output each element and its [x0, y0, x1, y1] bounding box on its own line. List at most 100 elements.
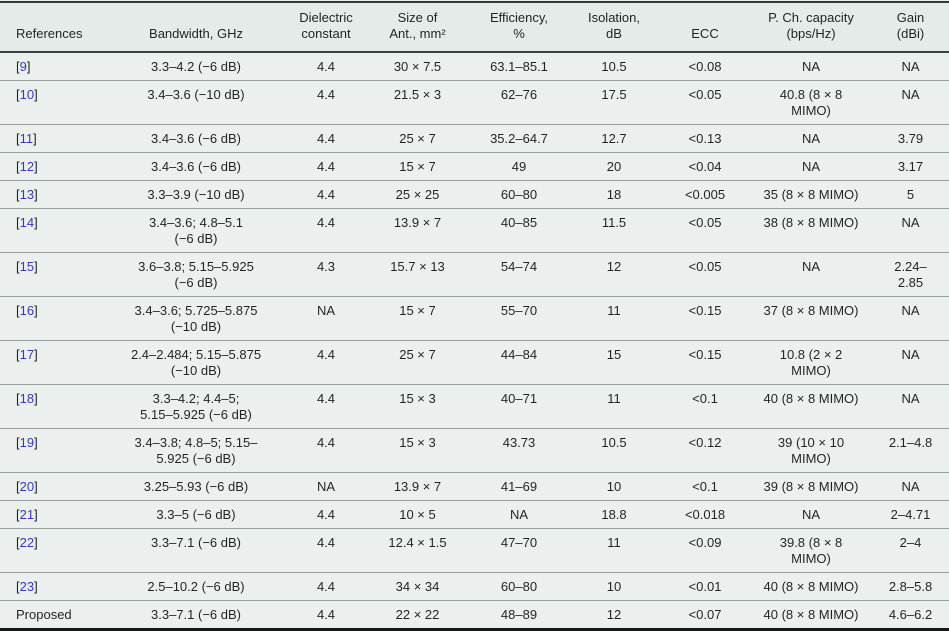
cell-size: 15 × 3 [365, 428, 470, 473]
cell-efficiency: 62–76 [470, 80, 568, 125]
citation-bracket-open: [ [16, 59, 20, 74]
cell-capacity: 35 (8 × 8 MIMO) [750, 180, 872, 209]
cell-bandwidth: 3.6–3.8; 5.15–5.925 (−6 dB) [105, 252, 287, 297]
citation-bracket-close: ] [34, 347, 38, 362]
cell-capacity: 37 (8 × 8 MIMO) [750, 296, 872, 341]
citation-link[interactable]: 13 [19, 187, 35, 202]
citation-bracket-close: ] [34, 535, 38, 550]
cell-isolation: 10 [568, 572, 660, 601]
cell-efficiency: 40–85 [470, 208, 568, 253]
cell-gain: 3.17 [872, 152, 949, 181]
cell-ecc: <0.005 [660, 180, 750, 209]
cell-efficiency: 35.2–64.7 [470, 124, 568, 153]
cell-efficiency: 55–70 [470, 296, 568, 341]
citation-bracket-open: [ [16, 87, 20, 102]
cell-isolation: 10.5 [568, 52, 660, 81]
cell-isolation: 18 [568, 180, 660, 209]
table-row: [21] 3.3–5 (−6 dB) 4.4 10 × 5 NA 18.8 <0.018 NA… [0, 500, 949, 529]
column-header-channel-capacity: P. Ch. capacity (bps/Hz) [750, 2, 872, 53]
citation-link[interactable]: 9 [19, 59, 27, 74]
citation-link[interactable]: 15 [19, 259, 35, 274]
cell-ecc: <0.13 [660, 124, 750, 153]
cell-gain: NA [872, 384, 949, 429]
citation-link[interactable]: 17 [19, 347, 35, 362]
cell-gain: NA [872, 208, 949, 253]
citation-bracket-close: ] [34, 303, 38, 318]
citation-bracket-close: ] [34, 435, 38, 450]
table-row: [20] 3.25–5.93 (−6 dB) NA 13.9 × 7 41–69 10 <0… [0, 472, 949, 501]
citation-link[interactable]: 21 [19, 507, 35, 522]
column-header-references: References [0, 2, 105, 53]
cell-capacity: 40.8 (8 × 8 MIMO) [750, 80, 872, 125]
cell-isolation: 18.8 [568, 500, 660, 529]
cell-size: 15 × 7 [365, 296, 470, 341]
cell-dielectric: 4.4 [287, 52, 365, 81]
cell-dielectric: NA [287, 296, 365, 341]
citation-bracket-close: ] [34, 215, 38, 230]
citation-link[interactable]: 10 [19, 87, 35, 102]
cell-size: 10 × 5 [365, 500, 470, 529]
cell-reference: [10] [0, 80, 105, 125]
table-row: [10] 3.4–3.6 (−10 dB) 4.4 21.5 × 3 62–76 17.5… [0, 80, 949, 125]
citation-link[interactable]: 23 [19, 579, 35, 594]
cell-ecc: <0.09 [660, 528, 750, 573]
cell-size: 25 × 7 [365, 124, 470, 153]
cell-bandwidth: 3.4–3.8; 4.8–5; 5.15– 5.925 (−6 dB) [105, 428, 287, 473]
cell-gain: 4.6–6.2 [888, 607, 933, 622]
cell-ecc: <0.05 [660, 80, 750, 125]
cell-size: 15 × 3 [365, 384, 470, 429]
column-header-isolation: Isolation, dB [568, 2, 660, 53]
cell-gain: 3.79 [872, 124, 949, 153]
cell-reference: [18] [0, 384, 105, 429]
cell-reference: [22] [0, 528, 105, 573]
cell-ecc: <0.01 [660, 572, 750, 601]
cell-capacity: 10.8 (2 × 2 MIMO) [750, 340, 872, 385]
citation-link[interactable]: 11 [19, 131, 34, 146]
citation-bracket-open: [ [16, 347, 20, 362]
citation-link[interactable]: 19 [19, 435, 35, 450]
citation-bracket-open: [ [16, 259, 20, 274]
cell-gain: 2.24– 2.85 [872, 252, 949, 297]
cell-gain: 2.8–5.8 [872, 572, 949, 601]
column-header-gain: Gain (dBi) [872, 2, 949, 53]
citation-link[interactable]: 20 [19, 479, 35, 494]
table-row: [12] 3.4–3.6 (−6 dB) 4.4 15 × 7 49 20 <0.04 NA 3… [0, 152, 949, 181]
citation-bracket-open: [ [16, 435, 20, 450]
citation-link[interactable]: 18 [19, 391, 35, 406]
cell-bandwidth: 2.5–10.2 (−6 dB) [105, 572, 287, 601]
column-header-ecc: ECC [660, 2, 750, 53]
cell-gain: NA [872, 340, 949, 385]
citation-link[interactable]: 12 [19, 159, 35, 174]
cell-gain: NA [872, 52, 949, 81]
table-row: [9] 3.3–4.2 (−6 dB) 4.4 30 × 7.5 63.1–85.1 10… [0, 52, 949, 81]
table-row: [18] 3.3–4.2; 4.4–5; 5.15–5.925 (−6 dB) 4.… [0, 384, 949, 429]
cell-capacity: 40 (8 × 8 MIMO) [750, 572, 872, 601]
cell-capacity: NA [750, 52, 872, 81]
cell-bandwidth: 3.4–3.6 (−6 dB) [105, 124, 287, 153]
table-row: [15] 3.6–3.8; 5.15–5.925 (−6 dB) 4.3 15.7 ×… [0, 252, 949, 297]
cell-reference: [9] [0, 52, 105, 81]
citation-bracket-open: [ [16, 507, 20, 522]
citation-link[interactable]: 22 [19, 535, 35, 550]
cell-reference: [21] [0, 500, 105, 529]
citation-bracket-open: [ [16, 579, 20, 594]
citation-link[interactable]: 14 [19, 215, 35, 230]
citation-bracket-open: [ [16, 303, 20, 318]
table-row: [11] 3.4–3.6 (−6 dB) 4.4 25 × 7 35.2–64.7 12.… [0, 124, 949, 153]
cell-isolation: 20 [568, 152, 660, 181]
citation-bracket-close: ] [33, 131, 37, 146]
cell-isolation: 11.5 [568, 208, 660, 253]
cell-efficiency: 48–89 [500, 607, 538, 622]
cell-ecc: <0.05 [660, 208, 750, 253]
cell-reference: [12] [0, 152, 105, 181]
cell-capacity: 38 (8 × 8 MIMO) [750, 208, 872, 253]
citation-link[interactable]: 16 [19, 303, 35, 318]
cell-gain: 5 [872, 180, 949, 209]
citation-bracket-open: [ [16, 391, 20, 406]
cell-size: 15 × 7 [365, 152, 470, 181]
citation-bracket-close: ] [34, 579, 38, 594]
reference-label: Proposed [16, 607, 72, 622]
column-header-efficiency: Efficiency, % [470, 2, 568, 53]
cell-bandwidth: 3.3–4.2; 4.4–5; 5.15–5.925 (−6 dB) [105, 384, 287, 429]
